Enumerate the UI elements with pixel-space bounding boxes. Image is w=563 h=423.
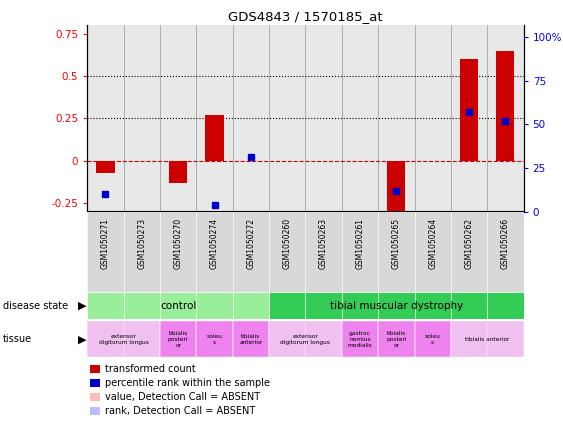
Text: tibial muscular dystrophy: tibial muscular dystrophy [330,301,463,310]
Text: soleu
s: soleu s [207,334,222,345]
Bar [378,321,414,357]
Bar [269,292,524,319]
Text: ▶: ▶ [78,335,86,344]
Text: tibialis
posteri
or: tibialis posteri or [386,331,406,348]
Text: GSM1050270: GSM1050270 [173,218,182,269]
Text: GSM1050271: GSM1050271 [101,218,110,269]
Text: GSM1050272: GSM1050272 [247,218,256,269]
Text: extensor
digitorum longus: extensor digitorum longus [280,334,330,345]
Bar [196,321,233,357]
Bar [414,321,451,357]
Text: GSM1050260: GSM1050260 [283,218,292,269]
Text: soleu
s: soleu s [425,334,441,345]
Text: percentile rank within the sample: percentile rank within the sample [105,378,270,388]
Text: GSM1050265: GSM1050265 [392,218,401,269]
Text: disease state: disease state [3,301,68,310]
Text: GSM1050273: GSM1050273 [137,218,146,269]
Bar [451,321,524,357]
Text: tibialis anterior: tibialis anterior [465,337,510,342]
Bar [96,161,114,173]
Bar [387,161,405,212]
Text: control: control [160,301,196,310]
Text: ▶: ▶ [78,301,86,310]
Text: tibialis
anterior: tibialis anterior [239,334,262,345]
Text: value, Detection Call = ABSENT: value, Detection Call = ABSENT [105,392,260,402]
Text: gastroc
nemius
medialis: gastroc nemius medialis [347,331,372,348]
Text: tissue: tissue [3,335,32,344]
Text: GSM1050264: GSM1050264 [428,218,437,269]
Bar [87,292,269,319]
Text: rank, Detection Call = ABSENT: rank, Detection Call = ABSENT [105,406,255,416]
Text: tibialis
posteri
or: tibialis posteri or [168,331,189,348]
Title: GDS4843 / 1570185_at: GDS4843 / 1570185_at [228,10,383,23]
Text: GSM1050266: GSM1050266 [501,218,510,269]
Text: transformed count: transformed count [105,364,195,374]
Bar [460,59,478,161]
Bar [160,321,196,357]
Bar [233,321,269,357]
Text: extensor
digitorum longus: extensor digitorum longus [99,334,149,345]
Bar [497,51,515,161]
Text: GSM1050263: GSM1050263 [319,218,328,269]
Bar [269,321,342,357]
Bar [87,321,160,357]
Bar [205,115,224,161]
Text: GSM1050261: GSM1050261 [355,218,364,269]
Bar [169,161,187,183]
Text: GSM1050274: GSM1050274 [210,218,219,269]
Text: GSM1050262: GSM1050262 [464,218,473,269]
Bar [342,321,378,357]
